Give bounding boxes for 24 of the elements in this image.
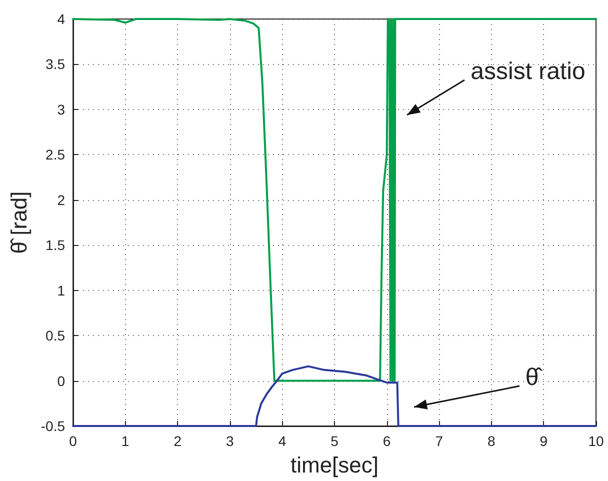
y-tick-label: 3.5 — [46, 56, 66, 72]
y-tick-label: 0 — [57, 372, 66, 389]
y-axis-title: θ̂ [rad] — [6, 191, 32, 254]
x-tick-label: 2 — [174, 433, 182, 449]
y-tick-label: 1 — [57, 282, 66, 298]
x-axis-title: time[sec] — [290, 452, 379, 478]
x-tick-label: 7 — [435, 433, 444, 449]
x-tick-label: 5 — [330, 433, 339, 449]
y-tick-label: 3 — [57, 101, 66, 118]
x-tick-label: 9 — [540, 433, 548, 449]
y-tick-label: 0.5 — [46, 328, 66, 344]
x-tick-label: 6 — [382, 433, 391, 449]
y-tick-label: 2.5 — [46, 146, 66, 163]
x-tick-label: 4 — [278, 433, 286, 449]
x-tick-label: 3 — [226, 433, 234, 449]
x-tick-label: 10 — [588, 433, 604, 449]
x-tick-label: 8 — [488, 433, 496, 449]
x-tick-label: 1 — [121, 433, 130, 449]
y-tick-label: 4 — [57, 11, 66, 27]
x-tick-label: 0 — [69, 433, 78, 449]
y-tick-label: 2 — [57, 192, 66, 208]
y-tick-label: -0.5 — [40, 418, 66, 434]
annotation: assist ratio — [470, 58, 586, 86]
y-tick-label: 1.5 — [46, 237, 66, 254]
